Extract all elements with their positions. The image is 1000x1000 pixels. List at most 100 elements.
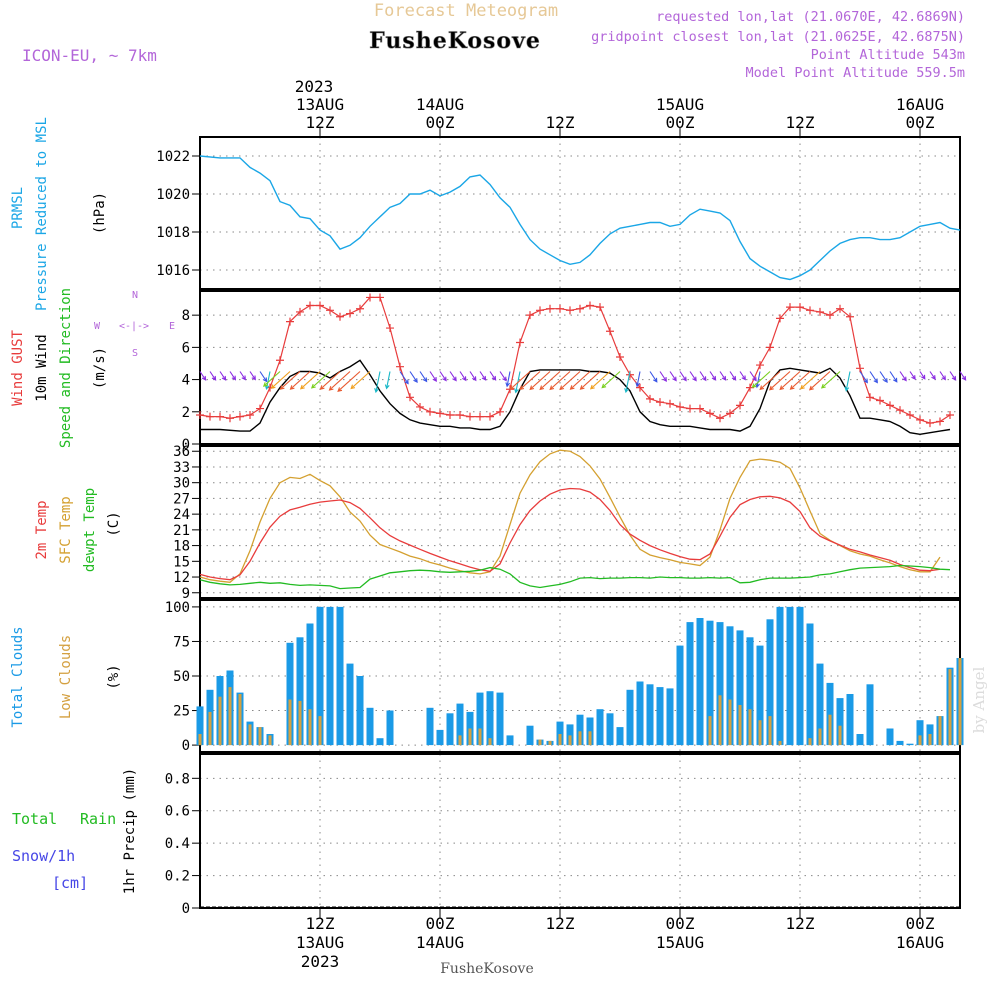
gust-marker <box>486 412 494 421</box>
total-cloud-bar <box>656 687 664 746</box>
wind-direction-arrow <box>489 371 497 381</box>
wind-direction-arrow <box>601 371 621 389</box>
total-cloud-bar <box>646 684 654 746</box>
low-cloud-bar <box>738 705 742 746</box>
y-tick-label: 4 <box>182 373 190 389</box>
wind-direction-arrow <box>635 371 641 388</box>
gridpoint-coords: gridpoint closest lon,lat (21.0625E, 42.… <box>591 29 965 45</box>
total-cloud-bar <box>856 734 864 746</box>
low-cloud-bar <box>208 711 212 746</box>
low-cloud-bar <box>918 735 922 746</box>
wind-direction-arrow <box>579 371 601 390</box>
low-cloud-bar <box>248 724 252 746</box>
total-cloud-bar <box>506 735 514 746</box>
total-cloud-bar <box>746 637 754 746</box>
wind-direction-arrow <box>751 371 771 389</box>
cloud-label-2: Low Clouds <box>58 635 74 719</box>
total-cloud-bar <box>526 725 534 745</box>
wind-direction-arrow <box>719 371 727 381</box>
panel-frame <box>199 136 961 290</box>
y-tick-label: 1022 <box>156 149 190 165</box>
low-cloud-bar <box>728 699 732 746</box>
wind-direction-arrow <box>909 371 916 381</box>
wind-label-2: 10m Wind <box>34 334 50 401</box>
low-cloud-bar <box>758 720 762 746</box>
wind-direction-arrow <box>319 371 341 390</box>
bottom-date-label: 14AUG <box>416 933 464 952</box>
wind-direction-arrow <box>249 371 256 381</box>
low-cloud-bar <box>198 734 202 746</box>
y-tick-label: 18 <box>173 539 190 555</box>
top-hour-label: 00Z <box>666 113 695 132</box>
gust-marker <box>606 327 614 336</box>
wind-direction-arrow <box>270 371 291 389</box>
wind-direction-arrow <box>419 371 428 383</box>
gust-marker <box>576 304 584 313</box>
total-cloud-bar <box>816 663 824 746</box>
total-cloud-bar <box>766 619 774 745</box>
wind-direction-arrow <box>264 371 271 391</box>
gust-marker <box>566 306 574 315</box>
wind-direction-arrow <box>569 371 591 390</box>
bottom-hour-label: 12Z <box>306 914 335 933</box>
wind-direction-arrow <box>539 371 561 391</box>
top-date-label: 15AUG <box>656 95 704 114</box>
wind-direction-arrow <box>549 371 571 391</box>
wind-direction-arrow <box>279 371 301 390</box>
total-cloud-bar <box>196 706 204 746</box>
gust-marker <box>766 343 774 352</box>
precip-label-snow: Snow/1h <box>12 847 75 865</box>
total-cloud-bar <box>896 740 904 745</box>
low-cloud-bar <box>718 695 722 745</box>
wind-direction-arrow <box>479 371 487 381</box>
wind-unit: (m/s) <box>92 347 108 389</box>
y-tick-label: 9 <box>182 586 190 602</box>
temp-label-3: dewpt Temp <box>82 488 98 572</box>
wind-direction-arrow <box>768 371 791 391</box>
gust-marker <box>816 307 824 316</box>
compass-w: W <box>94 321 101 332</box>
total-cloud-bar <box>886 728 894 746</box>
t2m-line <box>199 487 941 581</box>
total-cloud-bar <box>686 622 694 746</box>
total-cloud-bar <box>836 698 844 746</box>
wind-direction-arrow <box>209 371 217 381</box>
y-tick-label: 2 <box>182 405 190 421</box>
cloud-label-1: Total Clouds <box>10 626 26 727</box>
gust-marker <box>756 361 764 370</box>
wind-direction-arrow <box>739 371 746 381</box>
low-cloud-bar <box>548 740 552 745</box>
wind-direction-arrow <box>729 371 737 381</box>
panel-frame <box>199 290 961 445</box>
low-cloud-bar <box>578 731 582 746</box>
compass-arrows: <-|-> <box>119 321 149 332</box>
gust-marker <box>646 394 654 403</box>
total-cloud-bar <box>456 703 464 746</box>
low-cloud-bar <box>228 687 232 746</box>
wind-direction-arrow <box>519 371 541 391</box>
y-tick-label: 30 <box>173 476 190 492</box>
wind-label-1: Wind GUST <box>10 330 26 406</box>
temp-label-1: 2m Temp <box>34 500 50 559</box>
model-altitude: Model Point Altitude 559.5m <box>746 65 965 81</box>
wind-direction-arrow <box>310 371 331 389</box>
gust-marker <box>446 411 454 420</box>
low-cloud-bar <box>958 658 962 746</box>
precip-unit: 1hr Precip (mm) <box>122 768 138 894</box>
gust-marker <box>336 312 344 321</box>
gust-marker <box>496 407 504 416</box>
wind-direction-arrow <box>689 371 697 382</box>
gust-marker <box>616 353 624 362</box>
sfc-temp-line <box>199 449 941 583</box>
gust-marker <box>726 409 734 418</box>
gust-marker <box>806 306 814 315</box>
compass-s: S <box>132 348 138 359</box>
wind-direction-arrow <box>820 371 841 389</box>
wind-direction-arrow <box>779 371 801 391</box>
point-altitude: Point Altitude 543m <box>811 47 965 63</box>
wind-direction-arrow <box>789 371 811 390</box>
gust-marker <box>416 402 424 411</box>
requested-coords: requested lon,lat (21.0670E, 42.6869N) <box>656 9 965 25</box>
total-cloud-bar <box>636 681 644 746</box>
